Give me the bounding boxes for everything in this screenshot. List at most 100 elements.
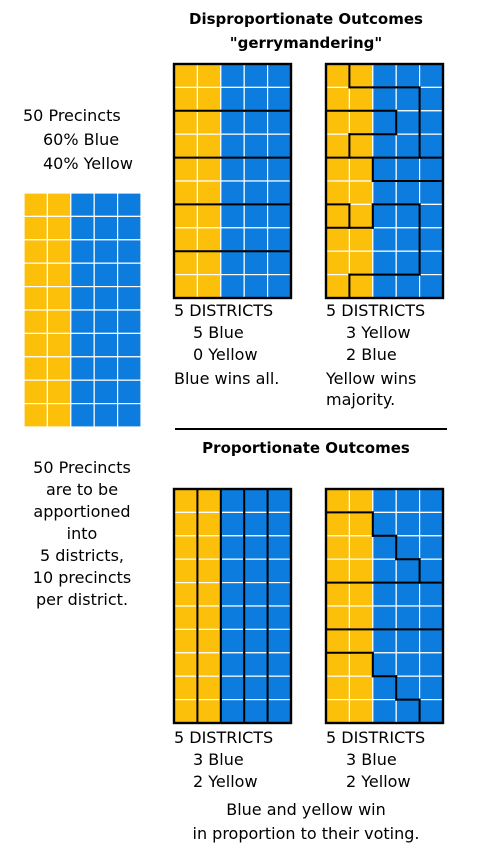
precinct-cell — [93, 215, 119, 241]
precinct-cell — [46, 379, 72, 405]
precinct-cell — [395, 511, 421, 537]
precinct-cell — [325, 133, 350, 159]
precinct-cell — [23, 262, 48, 288]
precinct-cell — [220, 86, 245, 112]
summary-precincts: 50 Precincts — [23, 106, 121, 125]
explain-5: 5 districts, — [40, 546, 124, 565]
precinct-cell — [243, 675, 269, 701]
precinct-cell — [418, 581, 444, 607]
precinct-cell — [243, 699, 269, 724]
precinct-cell — [93, 192, 119, 217]
precinct-cell — [93, 403, 119, 428]
precinct-cell — [325, 180, 350, 205]
precinct-cell — [395, 605, 421, 630]
precinct-cell — [220, 110, 245, 135]
precinct-cell — [243, 180, 269, 205]
district-map-yellow-majority — [324, 62, 445, 300]
precinct-cell — [325, 250, 350, 276]
precinct-cell — [93, 285, 119, 311]
precinct-cell — [173, 652, 198, 677]
precinct-cell — [196, 675, 222, 701]
precinct-cell — [243, 652, 269, 677]
precinct-cell — [196, 227, 222, 252]
precinct-cell — [243, 133, 269, 159]
precinct-cell — [266, 133, 292, 159]
precinct-cell — [220, 250, 245, 276]
precinct-cell — [70, 309, 95, 334]
precinct-cell — [418, 535, 444, 560]
precinct-cell — [325, 488, 350, 513]
dispB-outcome-2: majority. — [326, 390, 396, 409]
grid-border — [172, 62, 293, 300]
precinct-cell — [372, 675, 397, 701]
precinct-cell — [23, 239, 48, 264]
precinct-cell — [93, 309, 119, 334]
precinct-cell — [348, 86, 374, 112]
precinct-cell — [173, 511, 198, 537]
precinct-cell — [372, 535, 397, 560]
precinct-cell — [243, 203, 269, 229]
district-map-vertical-proportional — [172, 487, 293, 725]
precinct-cell — [116, 285, 142, 311]
precinct-cell — [173, 156, 198, 182]
precinct-cell — [372, 652, 397, 677]
precinct-cell — [46, 192, 72, 217]
precinct-cell — [23, 356, 48, 381]
precinct-cell — [266, 581, 292, 607]
title-proportionate: Proportionate Outcomes — [202, 439, 410, 457]
dispB-outcome-1: Yellow wins — [326, 369, 417, 388]
precinct-cell — [418, 488, 444, 513]
precinct-cell — [70, 379, 95, 405]
precinct-cell — [266, 675, 292, 701]
precinct-cell — [116, 215, 142, 241]
precinct-cell — [46, 285, 72, 311]
precinct-grid-overview — [23, 192, 142, 428]
precinct-cell — [220, 605, 245, 630]
precinct-cell — [93, 379, 119, 405]
precinct-cell — [348, 110, 374, 135]
precinct-cell — [173, 558, 198, 584]
precinct-cell — [220, 558, 245, 584]
precinct-cell — [325, 699, 350, 724]
precinct-cell — [173, 180, 198, 205]
precinct-cell — [372, 227, 397, 252]
precinct-cell — [23, 403, 48, 428]
precinct-cell — [348, 227, 374, 252]
precinct-cell — [348, 250, 374, 276]
precinct-cell — [93, 332, 119, 358]
precinct-cell — [173, 227, 198, 252]
precinct-cell — [173, 581, 198, 607]
precinct-cell — [220, 675, 245, 701]
dispA-blue: 5 Blue — [193, 323, 244, 342]
precinct-cell — [70, 192, 95, 217]
precinct-cell — [46, 403, 72, 428]
precinct-cell — [23, 215, 48, 241]
dispB-blue: 2 Blue — [346, 345, 397, 364]
footer-line-1: Blue and yellow win — [226, 800, 386, 819]
district-map-stepped-proportional — [324, 487, 445, 725]
precinct-cell — [173, 488, 198, 513]
precinct-cell — [196, 203, 222, 229]
precinct-cell — [243, 250, 269, 276]
precinct-cell — [220, 699, 245, 724]
precinct-cell — [220, 581, 245, 607]
precinct-cell — [372, 511, 397, 537]
precinct-cell — [23, 309, 48, 334]
precinct-cell — [220, 488, 245, 513]
grid-border — [324, 62, 445, 300]
precinct-cell — [196, 274, 222, 299]
precinct-cell — [395, 675, 421, 701]
precinct-cell — [348, 535, 374, 560]
precinct-cell — [243, 63, 269, 88]
precinct-cell — [372, 250, 397, 276]
explain-1: 50 Precincts — [33, 458, 131, 477]
grid-border — [324, 487, 445, 725]
precinct-cell — [395, 180, 421, 205]
dispA-districts: 5 DISTRICTS — [174, 301, 274, 320]
precinct-cell — [372, 86, 397, 112]
precinct-cell — [196, 110, 222, 135]
precinct-cell — [325, 675, 350, 701]
precinct-cell — [418, 605, 444, 630]
precinct-cell — [266, 699, 292, 724]
precinct-cell — [220, 180, 245, 205]
